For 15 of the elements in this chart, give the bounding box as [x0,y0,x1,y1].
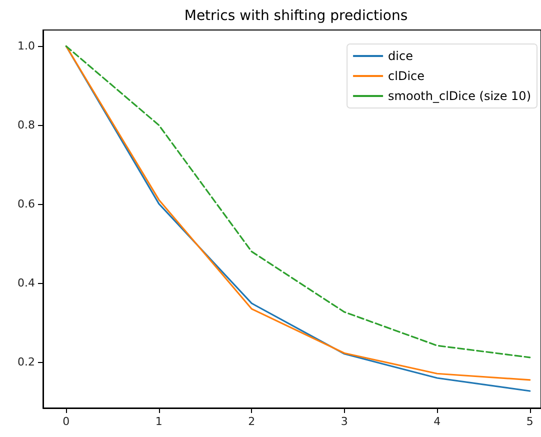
x-tick-label: 2 [248,415,256,428]
y-tick-label: 0.8 [18,118,35,132]
y-tick-label: 1.0 [18,40,35,53]
chart-title: Metrics with shifting predictions [184,8,408,24]
x-tick-label: 5 [526,415,534,428]
y-tick-label: 0.2 [18,356,35,369]
y-tick-label: 0.6 [18,198,35,211]
legend-label: dice [388,49,413,63]
x-tick-label: 4 [434,415,441,428]
legend-label: smooth_clDice (size 10) [388,89,531,103]
x-tick-label: 0 [62,415,70,428]
x-tick-label: 3 [340,415,348,428]
legend-label: clDice [388,69,425,83]
y-tick-label: 0.4 [18,276,35,290]
x-tick-label: 1 [155,415,162,428]
